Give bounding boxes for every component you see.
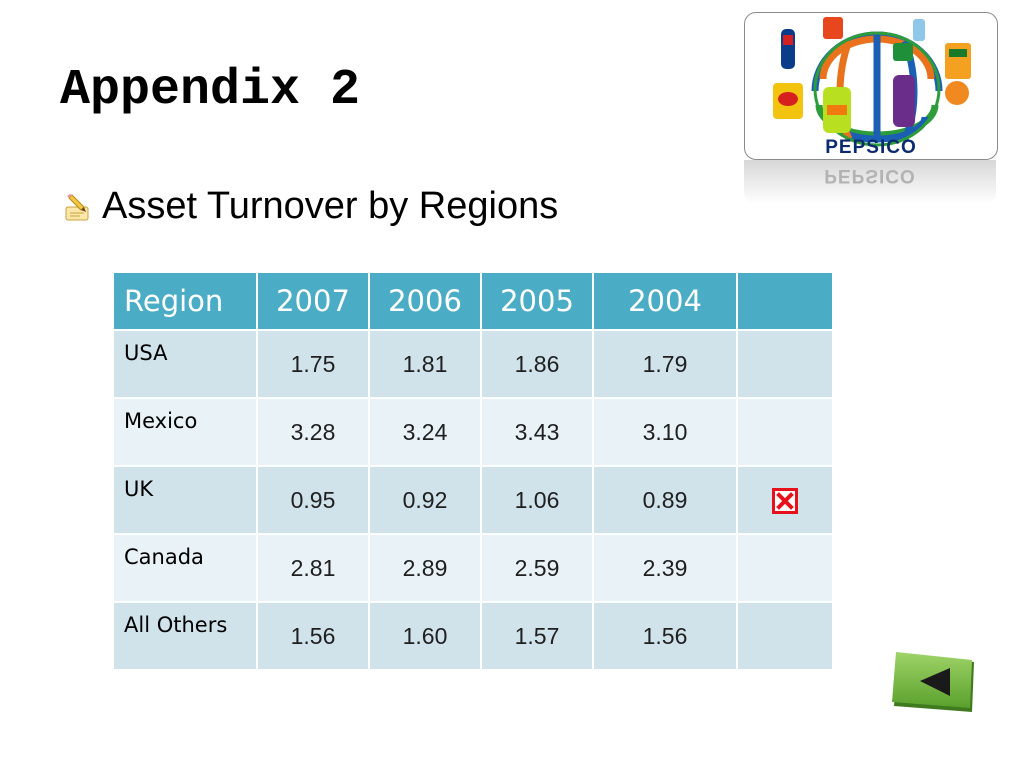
table-row: Canada 2.81 2.89 2.59 2.39 (112, 533, 834, 603)
value-cell: 1.60 (368, 601, 482, 671)
region-cell: All Others (112, 601, 258, 671)
value-cell: 1.75 (256, 329, 370, 399)
back-button[interactable] (892, 652, 976, 714)
logo-reflection-word: PEPSICO (824, 165, 916, 186)
column-header-2004: 2004 (592, 271, 738, 331)
value-cell: 0.92 (368, 465, 482, 535)
slide-title: Appendix 2 (60, 62, 361, 119)
value-cell: 3.10 (592, 397, 738, 467)
value-cell: 1.79 (592, 329, 738, 399)
value-cell: 3.28 (256, 397, 370, 467)
logo-word: PEPSICO (825, 137, 916, 158)
value-cell: 1.56 (256, 601, 370, 671)
value-cell: 0.95 (256, 465, 370, 535)
column-header-2005: 2005 (480, 271, 594, 331)
table-row: USA 1.75 1.81 1.86 1.79 (112, 329, 834, 399)
value-cell: 1.56 (592, 601, 738, 671)
column-header-2006: 2006 (368, 271, 482, 331)
bullet-text: Asset Turnover by Regions (102, 185, 559, 227)
value-cell: 3.43 (480, 397, 594, 467)
region-cell: USA (112, 329, 258, 399)
flag-cell (736, 601, 834, 671)
region-cell: Mexico (112, 397, 258, 467)
flag-cell (736, 397, 834, 467)
column-header-2007: 2007 (256, 271, 370, 331)
value-cell: 3.24 (368, 397, 482, 467)
table-header-row: Region 2007 2006 2005 2004 (112, 271, 834, 331)
asset-turnover-table: Region 2007 2006 2005 2004 USA 1.75 1.81… (112, 271, 834, 671)
pepsico-logo: PEPSICO PEPSICO (744, 12, 998, 204)
value-cell: 2.39 (592, 533, 738, 603)
column-header-region: Region (112, 271, 258, 331)
pepsico-globe-logo-icon: PEPSICO (773, 17, 971, 158)
bullet-item: Asset Turnover by Regions (62, 185, 558, 228)
table-row: Mexico 3.28 3.24 3.43 3.10 (112, 397, 834, 467)
flag-cell (736, 533, 834, 603)
column-header-empty (736, 271, 834, 331)
region-cell: UK (112, 465, 258, 535)
value-cell: 2.59 (480, 533, 594, 603)
triangle-left-icon[interactable] (892, 652, 976, 714)
x-mark-icon (772, 487, 798, 514)
table-row: UK 0.95 0.92 1.06 0.89 (112, 465, 834, 535)
logo-card: PEPSICO (744, 12, 998, 160)
value-cell: 1.57 (480, 601, 594, 671)
flag-cell (736, 329, 834, 399)
value-cell: 2.89 (368, 533, 482, 603)
pencil-writing-icon (65, 193, 89, 220)
logo-reflection: PEPSICO (744, 160, 996, 204)
value-cell: 1.86 (480, 329, 594, 399)
table-row: All Others 1.56 1.60 1.57 1.56 (112, 601, 834, 671)
value-cell: 1.81 (368, 329, 482, 399)
value-cell: 2.81 (256, 533, 370, 603)
value-cell: 0.89 (592, 465, 738, 535)
region-cell: Canada (112, 533, 258, 603)
flag-cell (736, 465, 834, 535)
value-cell: 1.06 (480, 465, 594, 535)
